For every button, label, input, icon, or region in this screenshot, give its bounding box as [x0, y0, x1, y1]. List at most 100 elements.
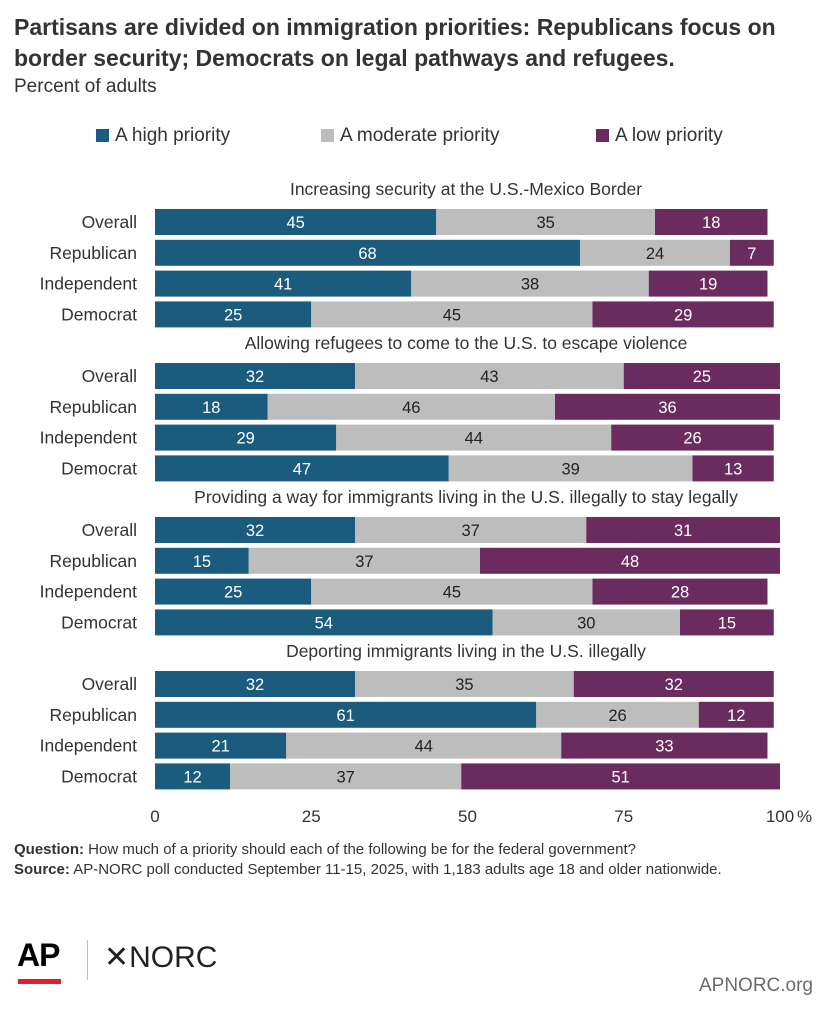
group-title: Providing a way for immigrants living in… — [194, 487, 738, 507]
x-axis-unit: % — [797, 807, 812, 826]
data-label: 30 — [577, 614, 595, 632]
data-label: 18 — [702, 214, 720, 232]
data-label: 12 — [183, 768, 201, 786]
bar-segment — [592, 301, 774, 328]
data-label: 35 — [455, 676, 473, 694]
chart-title: Partisans are divided on immigration pri… — [14, 14, 776, 71]
bar-segment — [155, 578, 312, 605]
row-label: Independent — [40, 274, 137, 294]
logo-divider — [87, 940, 88, 980]
bar-segment — [155, 209, 437, 235]
legend-item: A moderate priority — [321, 125, 500, 146]
row-label: Republican — [49, 551, 137, 571]
bar-segment — [648, 270, 768, 297]
data-label: 48 — [621, 553, 639, 571]
data-label: 39 — [561, 460, 579, 478]
question-label: Question: — [14, 841, 84, 858]
data-label: 13 — [724, 460, 742, 478]
data-label: 54 — [315, 614, 333, 632]
bar-segment — [155, 393, 268, 420]
bar-segment — [155, 671, 355, 697]
data-label: 44 — [465, 430, 483, 448]
bar-segment — [155, 517, 355, 543]
site-url: APNORC.org — [698, 975, 813, 996]
bar-segment — [286, 732, 562, 759]
row-label: Independent — [40, 428, 137, 448]
bar-segment — [311, 578, 593, 605]
ap-logo-underline — [18, 979, 61, 984]
data-label: 19 — [699, 276, 717, 294]
data-label: 36 — [658, 399, 676, 417]
legend-swatch — [321, 129, 334, 142]
group-title: Increasing security at the U.S.-Mexico B… — [290, 179, 642, 199]
row-label: Republican — [49, 243, 137, 263]
legend-swatch — [96, 129, 109, 142]
data-label: 21 — [211, 738, 229, 756]
row-label: Independent — [40, 736, 137, 756]
bar-segment — [692, 455, 774, 482]
data-label: 32 — [246, 522, 264, 540]
bar-segment — [411, 270, 649, 297]
chart-subtitle: Percent of adults — [14, 76, 157, 97]
bar-segment — [461, 763, 780, 790]
data-label: 37 — [461, 522, 479, 540]
bar-segment — [436, 209, 655, 235]
data-label: 47 — [293, 460, 311, 478]
data-label: 51 — [611, 768, 629, 786]
data-label: 45 — [443, 584, 461, 602]
data-label: 15 — [193, 553, 211, 571]
bar-group: Providing a way for immigrants living in… — [40, 487, 780, 636]
data-label: 29 — [236, 430, 254, 448]
data-label: 32 — [665, 676, 683, 694]
bar-segment — [611, 424, 774, 451]
data-label: 29 — [674, 306, 692, 324]
data-label: 32 — [246, 368, 264, 386]
bar-segment — [155, 424, 337, 451]
bar-segment — [680, 609, 774, 636]
data-label: 25 — [224, 306, 242, 324]
bar-segment — [448, 455, 693, 482]
row-label: Overall — [82, 212, 137, 232]
bar-segment — [355, 671, 574, 697]
source-text: AP-NORC poll conducted September 11-15, … — [73, 861, 722, 878]
bar-segment — [655, 209, 768, 235]
row-label: Overall — [82, 520, 137, 540]
bar-segment — [561, 732, 768, 759]
bar-segment — [480, 547, 780, 574]
bar-segment — [267, 393, 555, 420]
source-label: Source: — [14, 861, 70, 878]
data-label: 25 — [224, 584, 242, 602]
data-label: 12 — [727, 707, 745, 725]
row-label: Democrat — [61, 304, 137, 324]
data-label: 41 — [274, 276, 292, 294]
x-tick-label: 75 — [614, 807, 633, 826]
x-tick-label: 100 — [766, 807, 794, 826]
row-label: Overall — [82, 366, 137, 386]
data-label: 38 — [521, 276, 539, 294]
data-label: 37 — [355, 553, 373, 571]
data-label: 25 — [693, 368, 711, 386]
bar-segment — [155, 455, 449, 482]
bar-segment — [155, 732, 287, 759]
bar-segment — [586, 517, 780, 543]
data-label: 37 — [336, 768, 354, 786]
bar-segment — [155, 363, 355, 389]
bar-segment — [573, 671, 774, 697]
bar-group: Deporting immigrants living in the U.S. … — [40, 641, 780, 790]
legend-swatch — [596, 129, 609, 142]
data-label: 31 — [674, 522, 692, 540]
question-note: Question: How much of a priority should … — [14, 840, 814, 860]
bar-segment — [580, 239, 730, 266]
ap-logo: AP — [17, 937, 60, 973]
data-label: 26 — [608, 707, 626, 725]
row-label: Overall — [82, 674, 137, 694]
data-label: 44 — [415, 738, 433, 756]
data-label: 26 — [683, 430, 701, 448]
bar-segment — [355, 517, 587, 543]
row-label: Democrat — [61, 458, 137, 478]
data-label: 7 — [747, 245, 756, 263]
bar-segment — [230, 763, 462, 790]
bar-group: Allowing refugees to come to the U.S. to… — [40, 333, 780, 482]
data-label: 45 — [443, 306, 461, 324]
bar-segment — [492, 609, 680, 636]
